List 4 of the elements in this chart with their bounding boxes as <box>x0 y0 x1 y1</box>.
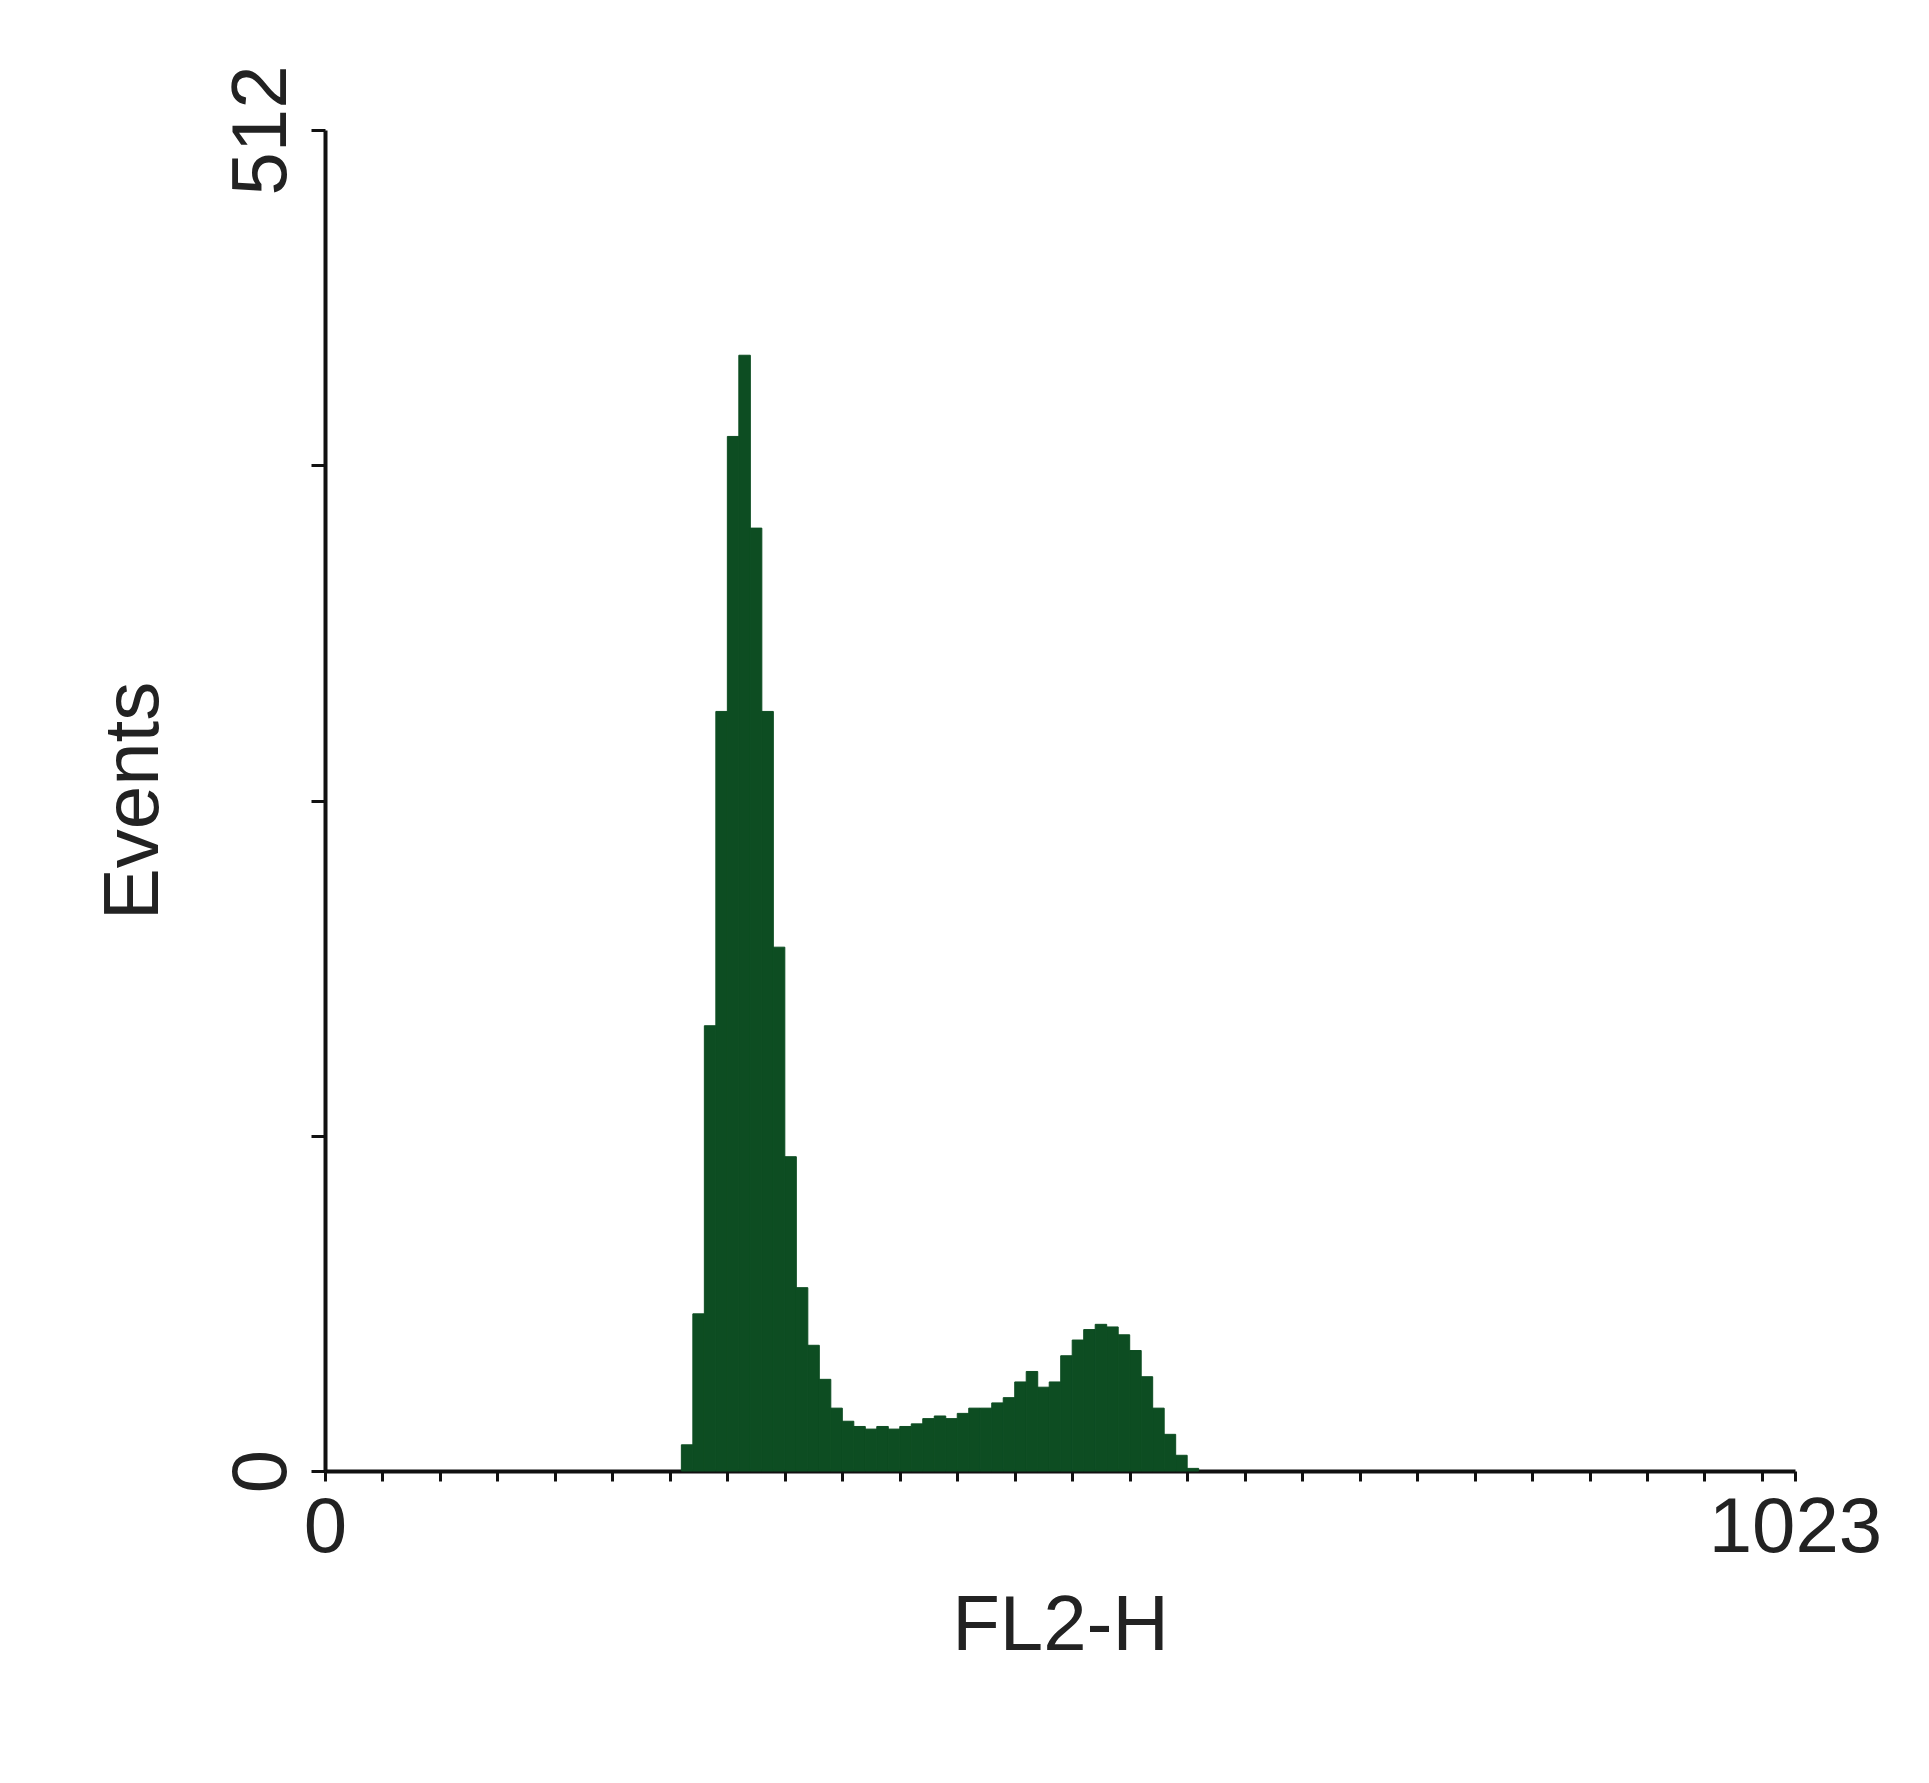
y-axis-title: Events <box>86 681 175 921</box>
x-axis-title: FL2-H <box>952 1578 1169 1667</box>
y-tick-label: 512 <box>214 65 303 196</box>
x-tick-label: 1023 <box>1708 1480 1883 1569</box>
